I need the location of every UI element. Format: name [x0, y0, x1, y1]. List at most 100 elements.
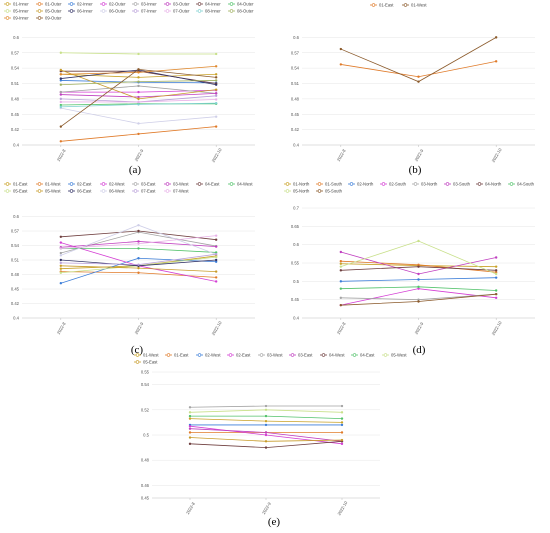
legend-marker	[101, 189, 106, 193]
y-tick-label: 0.48	[11, 272, 20, 277]
data-point	[137, 103, 140, 106]
legend-label: 03-Outer	[173, 2, 190, 7]
panel-label-b: (b)	[408, 164, 422, 176]
legend-label: 02-Outer	[109, 2, 126, 7]
data-point	[339, 303, 343, 307]
data-point	[214, 101, 218, 105]
data-point	[494, 256, 498, 259]
data-point	[340, 421, 344, 424]
legend-entry: 08-Inner	[196, 9, 221, 14]
data-point	[494, 296, 498, 300]
legend-label: 02-West	[109, 182, 125, 187]
legend-entry: 04-South	[508, 182, 535, 187]
legend-marker	[5, 2, 10, 6]
y-tick-label: 0.57	[11, 50, 20, 55]
legend-entry: 06-Outer	[100, 9, 126, 14]
y-tick-label: 0.57	[11, 229, 20, 234]
legend-entry: 07-Inner	[132, 9, 157, 14]
data-point	[59, 68, 63, 72]
legend-label: 01-Inner	[13, 2, 29, 7]
chart-panel-d: 01-North 01-South 02-North 02-South 03-North…	[280, 180, 550, 360]
legend-label: 04-West	[329, 353, 345, 358]
data-point	[214, 94, 218, 98]
y-tick-label: 0.6	[293, 242, 299, 247]
legend-entry: 05-East	[134, 360, 158, 365]
data-point	[340, 411, 344, 414]
y-tick-label: 0.48	[291, 96, 300, 101]
legend-label: 07-Outer	[173, 9, 190, 14]
y-tick-label: 0.6	[13, 35, 19, 40]
data-point	[188, 424, 192, 428]
data-point	[214, 258, 218, 262]
y-tick-label: 0.54	[141, 382, 150, 387]
legend-entry: 06-East	[68, 189, 92, 194]
legend-entry: 01-East	[165, 353, 189, 358]
legend-label: 09-Outer	[45, 16, 62, 21]
data-point	[137, 71, 140, 74]
legend-entry: 04-Inner	[196, 2, 221, 7]
legend-entry: 03-West	[258, 353, 283, 358]
legend-marker	[166, 353, 171, 357]
data-point	[340, 442, 344, 446]
data-point	[340, 404, 344, 408]
data-point	[137, 240, 140, 243]
data-point	[340, 423, 344, 427]
data-point	[137, 68, 140, 71]
legend-entry: 05-Outer	[36, 9, 62, 14]
data-point	[340, 431, 344, 434]
data-point	[214, 65, 218, 68]
y-tick-label: 0.45	[141, 496, 150, 501]
legend-marker	[197, 353, 202, 357]
data-point	[59, 125, 63, 128]
legend-label: 02-East	[236, 353, 251, 358]
data-point	[59, 77, 63, 80]
legend-marker	[37, 16, 42, 20]
chart-panel-a: 01-Inner 01-Outer 02-Inner 02-Outer 03-Inner…	[0, 0, 270, 180]
legend-label: 05-North	[293, 189, 310, 194]
series-line	[340, 60, 497, 78]
legend-label: 04-East	[205, 182, 220, 187]
data-point	[264, 440, 268, 443]
data-point	[188, 411, 192, 414]
legend-label: 01-Outer	[45, 2, 62, 7]
legend-label: 04-Inner	[205, 2, 221, 7]
data-point	[188, 436, 192, 439]
data-point	[214, 234, 218, 237]
legend-entry: 02-West	[100, 182, 125, 187]
legend-marker	[133, 189, 138, 193]
data-point	[214, 92, 218, 95]
data-point	[188, 414, 192, 418]
data-point	[494, 265, 498, 268]
data-point	[339, 259, 343, 263]
y-tick-label: 0.48	[141, 458, 150, 463]
y-tick-label: 0.4	[293, 316, 299, 321]
data-point	[214, 270, 218, 273]
legend-marker	[135, 353, 140, 357]
data-point	[214, 253, 218, 256]
legend-entry: 04-West	[320, 353, 345, 358]
y-tick-label: 0.48	[11, 96, 20, 101]
y-tick-label: 0.52	[141, 407, 150, 412]
data-point	[339, 47, 343, 51]
x-tick-label: 2022-10	[336, 500, 348, 516]
legend-entry: 08-Outer	[228, 9, 254, 14]
legend-entry: 05-South	[316, 189, 343, 194]
legend-marker	[477, 182, 482, 186]
data-point	[494, 36, 498, 39]
data-point	[59, 241, 63, 244]
data-point	[339, 280, 343, 283]
data-point	[214, 276, 218, 279]
data-point	[494, 272, 498, 276]
legend-label: 04-West	[237, 182, 253, 187]
legend-entry: 02-East	[227, 353, 251, 358]
data-point	[137, 100, 140, 104]
data-point	[214, 83, 218, 86]
legend-label: 05-Inner	[13, 9, 29, 14]
data-point	[214, 280, 218, 283]
y-tick-label: 0.54	[11, 66, 20, 71]
y-tick-label: 0.45	[11, 112, 20, 117]
data-point	[264, 404, 268, 408]
data-point	[137, 247, 140, 250]
legend-label: 05-East	[143, 360, 158, 365]
legend-marker	[383, 353, 388, 357]
